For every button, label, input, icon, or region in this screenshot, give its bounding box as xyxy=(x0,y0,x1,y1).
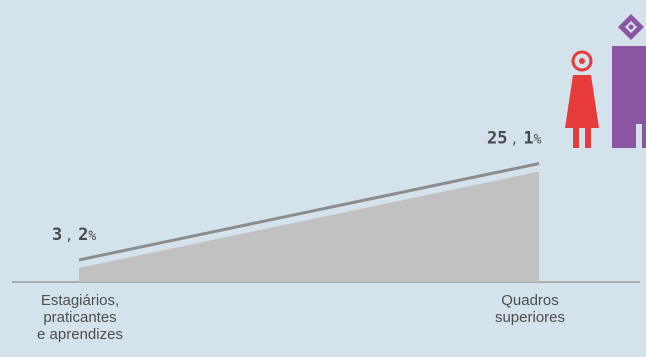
area-fill xyxy=(79,171,539,282)
woman-icon xyxy=(565,50,599,148)
series-line xyxy=(78,162,540,262)
category-label-senior: Quadros superiores xyxy=(494,292,566,326)
data-label-interns: 3, 2% xyxy=(52,225,96,245)
category-label-interns: Estagiários, praticantes e aprendizes xyxy=(37,292,123,343)
data-label-senior: 25, 1% xyxy=(487,129,542,149)
man-icon xyxy=(612,14,646,148)
